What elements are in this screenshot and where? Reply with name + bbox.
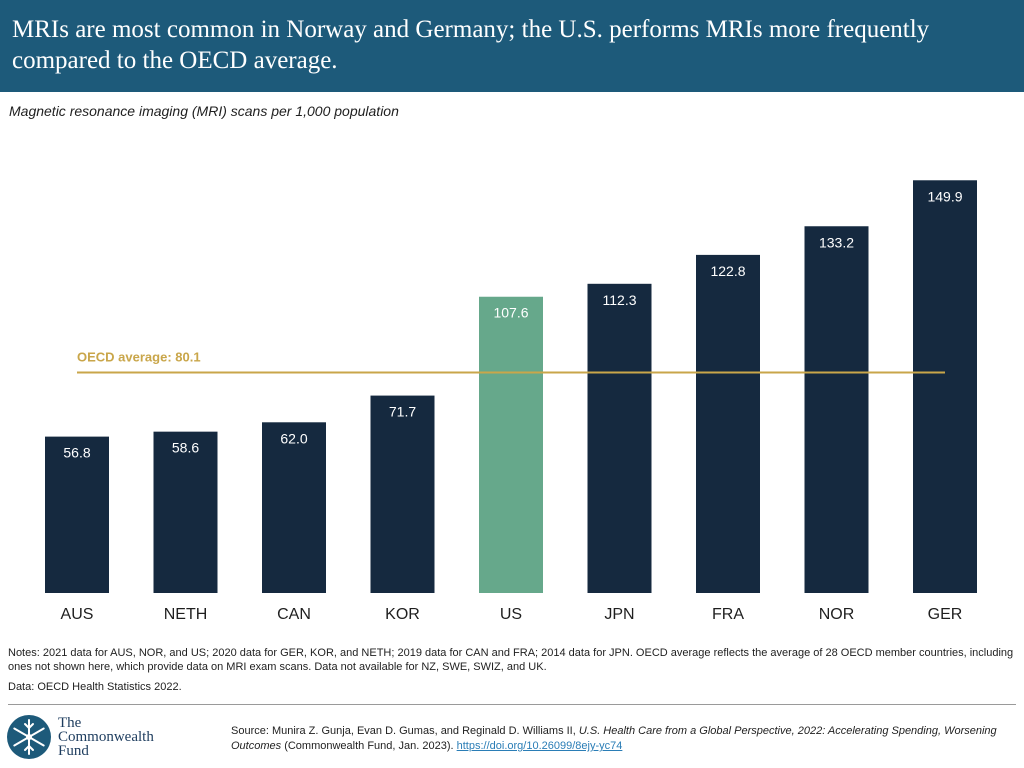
bar-us [479,296,543,593]
bar-value-label-fra: 122.8 [710,263,745,279]
bar-value-label-neth: 58.6 [172,440,199,456]
bar-value-label-aus: 56.8 [63,445,90,461]
category-label-kor: KOR [385,606,420,623]
bar-value-label-can: 62.0 [280,430,307,446]
chart-subtitle: Magnetic resonance imaging (MRI) scans p… [9,103,399,119]
logo-wordmark: The Commonwealth Fund [58,715,154,759]
category-label-can: CAN [277,606,311,623]
bar-neth [153,431,218,593]
bar-can [262,422,326,593]
bar-fra [696,254,760,593]
bar-value-label-ger: 149.9 [927,188,962,204]
category-label-ger: GER [928,606,963,623]
bar-nor [804,226,869,594]
bar-value-label-us: 107.6 [493,305,528,321]
bar-kor [370,395,435,593]
source-doi-link[interactable]: https://doi.org/10.26099/8ejy-yc74 [456,740,623,752]
bar-value-label-kor: 71.7 [389,404,416,420]
bar-aus [45,436,109,593]
snowflake-icon [7,715,51,759]
commonwealth-fund-logo: The Commonwealth Fund [6,714,176,762]
bar-ger [913,180,977,593]
header-banner: MRIs are most common in Norway and Germa… [0,0,1024,92]
category-label-neth: NETH [164,606,208,623]
category-label-fra: FRA [712,606,744,623]
chart-notes: Notes: 2021 data for AUS, NOR, and US; 2… [8,647,1014,673]
source-citation: Source: Munira Z. Gunja, Evan D. Gumas, … [231,724,1011,754]
source-report-title: U.S. Health Care from a Global Perspecti… [231,725,997,752]
source-suffix: (Commonwealth Fund, Jan. 2023). [281,740,457,752]
page-title: MRIs are most common in Norway and Germa… [12,16,930,74]
category-label-jpn: JPN [604,606,634,623]
bar-value-label-nor: 133.2 [819,234,854,250]
category-label-nor: NOR [819,606,855,623]
footer-divider [8,704,1016,705]
bar-jpn [587,283,652,593]
bar-chart: 56.8 AUS 58.6 NETH 62.0 CAN 71.7 KOR 107.6 US 112.… [45,180,977,623]
oecd-average-label: OECD average: 80.1 [77,349,201,364]
bar-value-label-jpn: 112.3 [603,292,637,308]
source-prefix: Source: Munira Z. Gunja, Evan D. Gumas, … [231,725,579,737]
category-label-aus: AUS [61,606,94,623]
data-source: Data: OECD Health Statistics 2022. [8,681,182,693]
category-label-us: US [500,606,522,623]
